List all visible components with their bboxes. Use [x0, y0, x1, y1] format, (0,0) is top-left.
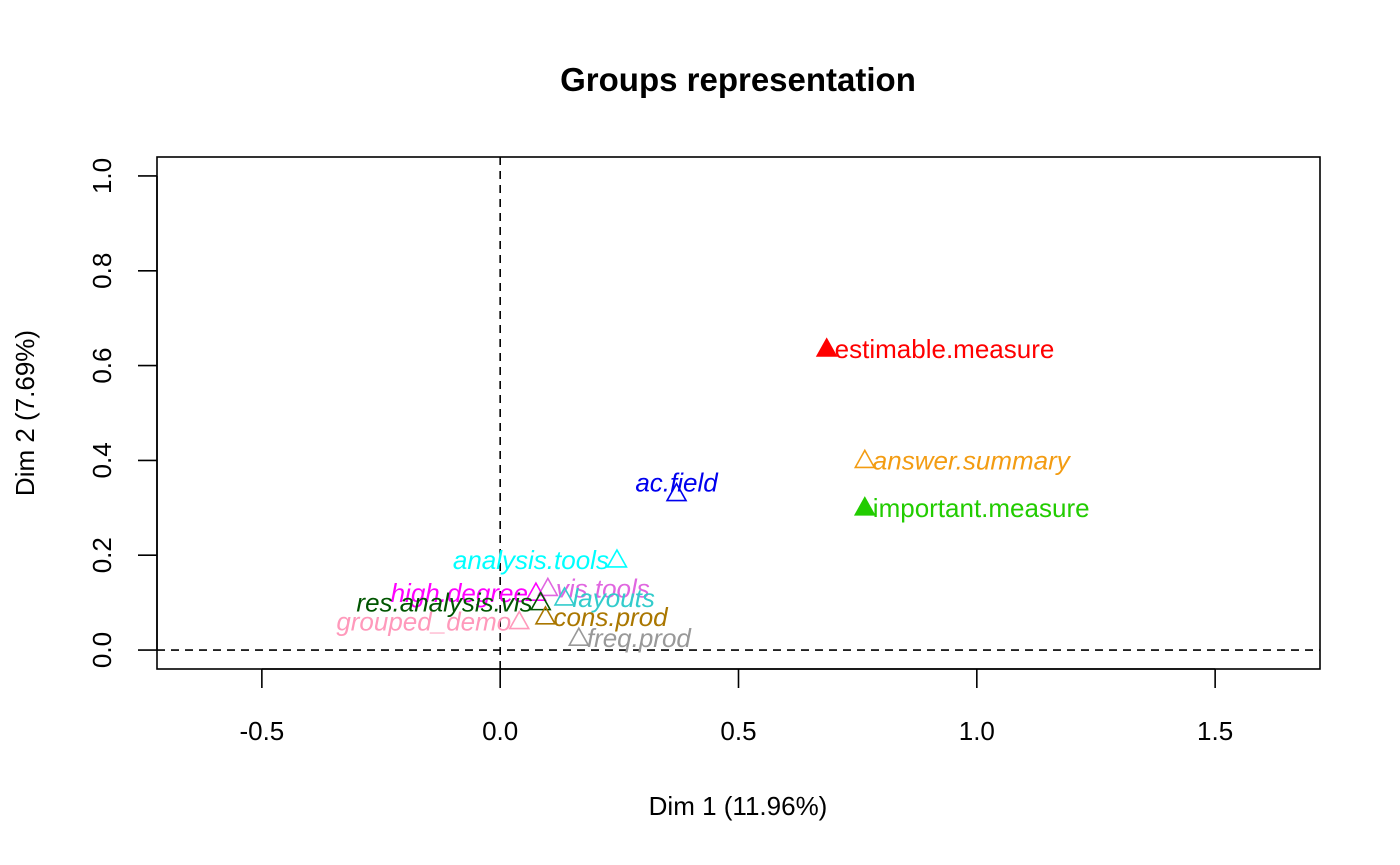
x-axis: -0.5 0.0 0.5 1.0 1.5	[239, 668, 1233, 746]
point-label: freq.prod	[587, 623, 693, 653]
y-axis-label: Dim 2 (7.69%)	[10, 330, 40, 496]
x-tick-label: 1.0	[959, 716, 995, 746]
point-marker	[606, 548, 628, 568]
y-tick-label: 0.2	[87, 537, 117, 573]
point-marker	[508, 609, 531, 630]
y-tick-label: 1.0	[87, 158, 117, 194]
point-marker	[553, 586, 576, 606]
point-label: important.measure	[873, 493, 1090, 523]
y-tick-label: 0.0	[87, 632, 117, 668]
x-tick-label: -0.5	[239, 716, 284, 746]
point-label: analysis.tools	[453, 545, 609, 575]
plot-frame	[156, 156, 1321, 670]
point-marker	[853, 448, 876, 469]
point-marker	[665, 481, 688, 502]
y-tick-label: 0.4	[87, 442, 117, 478]
point-marker	[536, 576, 559, 597]
point-marker	[534, 605, 557, 625]
point-label: vis.tools	[556, 573, 650, 603]
point-label: res.analysis.vis	[356, 588, 532, 618]
y-tick-label: 0.8	[87, 253, 117, 289]
point-marker	[853, 496, 876, 516]
y-axis: 0.0 0.2 0.4 0.6 0.8 1.0	[87, 158, 158, 668]
point-label: high.degree	[391, 578, 528, 608]
point-label: layouts	[573, 583, 655, 613]
x-tick-label: 0.0	[482, 716, 518, 746]
point-marker	[529, 590, 552, 611]
point-label: cons.prod	[553, 602, 669, 632]
y-tick-label: 0.6	[87, 348, 117, 384]
x-tick-label: 0.5	[720, 716, 756, 746]
x-tick-label: 1.5	[1197, 716, 1233, 746]
point-label: ac.field	[635, 468, 719, 498]
point-label: answer.summary	[873, 445, 1072, 475]
points-layer: estimable.measure answer.summary important…	[336, 334, 1089, 653]
point-label: estimable.measure	[835, 334, 1055, 364]
point-label: grouped_demo	[336, 607, 511, 637]
point-marker	[815, 337, 838, 357]
chart-title: Groups representation	[560, 61, 916, 98]
point-marker	[567, 626, 590, 646]
x-axis-label: Dim 1 (11.96%)	[649, 791, 828, 821]
